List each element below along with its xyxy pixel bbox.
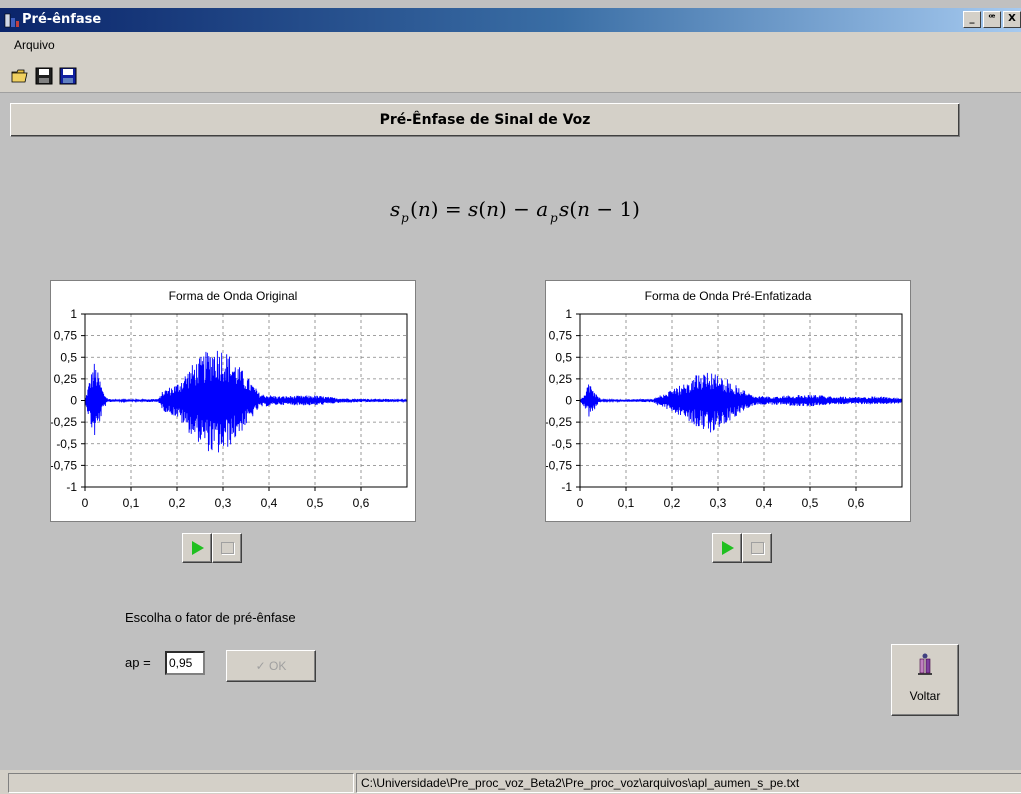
y-tick-label: -0,5 [551,437,572,451]
x-tick-label: 0,5 [307,496,324,510]
y-tick-label: -0,25 [51,415,77,429]
play-button[interactable] [182,533,212,563]
stop-icon [221,542,234,554]
x-tick-label: 0,4 [261,496,278,510]
save-icon[interactable] [34,66,54,86]
minimize-button[interactable]: _ [963,11,981,28]
y-tick-label: 1 [565,307,572,321]
preemphasis-formula: s p (n) = s(n) − a p s(n − 1) [390,197,640,225]
y-tick-label: -0,75 [546,458,572,472]
play-icon [192,541,204,555]
app-icon [4,13,19,28]
page-title: Pré-Ênfase de Sinal de Voz [10,103,960,137]
y-tick-label: -1 [66,480,77,494]
close-button[interactable]: X [1003,11,1021,28]
save-as-icon[interactable] [58,66,78,86]
x-tick-label: 0 [82,496,89,510]
ap-input[interactable] [165,651,205,675]
stop-icon [751,542,764,554]
status-panel-left [8,773,354,793]
x-tick-label: 0,6 [848,496,865,510]
x-tick-label: 0,3 [215,496,232,510]
menu-arquivo[interactable]: Arquivo [14,38,55,52]
y-tick-label: 0 [70,394,77,408]
y-tick-label: 0,25 [54,372,78,386]
x-tick-label: 0,2 [664,496,681,510]
x-tick-label: 0,5 [802,496,819,510]
chart-title: Forma de Onda Pré-Enfatizada [644,289,812,303]
stop-button[interactable] [742,533,772,563]
voltar-button[interactable]: Voltar [891,644,959,716]
player-original [182,533,242,563]
svg-text:s: s [390,197,400,221]
title-bar[interactable]: Pré-ênfase _ ꟹ X [0,8,1021,32]
chart-plot: 0 0,1 0,2 0,3 0,4 0,5 0,6 1 0,75 0,5 0,25 0 -0,25 -0,… [546,307,903,510]
y-tick-label: -0,5 [56,437,77,451]
exit-door-icon [918,653,932,675]
y-tick-label: 0,5 [555,350,572,364]
play-icon [722,541,734,555]
svg-text:s(n − 1): s(n − 1) [559,197,640,221]
x-tick-label: 0,4 [756,496,773,510]
open-folder-icon[interactable] [10,66,30,86]
x-tick-label: 0,2 [169,496,186,510]
x-tick-label: 0,1 [123,496,140,510]
y-tick-label: 0,75 [54,329,78,343]
stop-button[interactable] [212,533,242,563]
menu-bar: Arquivo [0,32,1021,60]
window-controls: _ ꟹ X [963,11,1021,28]
x-tick-label: 0,6 [353,496,370,510]
y-tick-label: -1 [561,480,572,494]
svg-text:p: p [550,211,558,225]
y-tick-label: -0,25 [546,415,572,429]
y-tick-label: 0,5 [60,350,77,364]
y-tick-label: 0,25 [549,372,573,386]
play-button[interactable] [712,533,742,563]
ap-label: ap = [125,655,151,670]
y-tick-label: 1 [70,307,77,321]
y-tick-label: 0 [565,394,572,408]
waveform-line [84,350,408,453]
chart-original: Forma de Onda Original 0 0,1 0,2 0,3 0,4 0,5 0… [50,280,416,522]
status-bar: C:\Universidade\Pre_proc_voz_Beta2\Pre_p… [0,770,1021,794]
voltar-label: Voltar [909,689,941,703]
window-title: Pré-ênfase [22,12,102,27]
chart-title: Forma de Onda Original [168,289,298,303]
status-file-path: C:\Universidade\Pre_proc_voz_Beta2\Pre_p… [356,773,1021,793]
toolbar [0,60,1021,93]
svg-text:p: p [401,211,409,225]
chart-plot: 0 0,1 0,2 0,3 0,4 0,5 0,6 1 0,75 0,5 0,25 0 -0,25 -0,… [51,307,408,510]
y-tick-label: 0,75 [549,329,573,343]
ok-button[interactable]: ✓ OK [226,650,316,682]
maximize-button[interactable]: ꟹ [983,11,1001,28]
y-tick-label: -0,75 [51,458,77,472]
x-tick-label: 0,1 [618,496,635,510]
x-tick-label: 0 [577,496,584,510]
svg-text:(n) = s(n) − a: (n) = s(n) − a [410,197,548,221]
waveform-line [579,372,903,433]
choose-factor-label: Escolha o fator de pré-ênfase [125,610,296,625]
chart-preemphasized: Forma de Onda Pré-Enfatizada 0 0,1 0,2 0,3 0… [545,280,911,522]
player-preemphasized [712,533,772,563]
x-tick-label: 0,3 [710,496,727,510]
